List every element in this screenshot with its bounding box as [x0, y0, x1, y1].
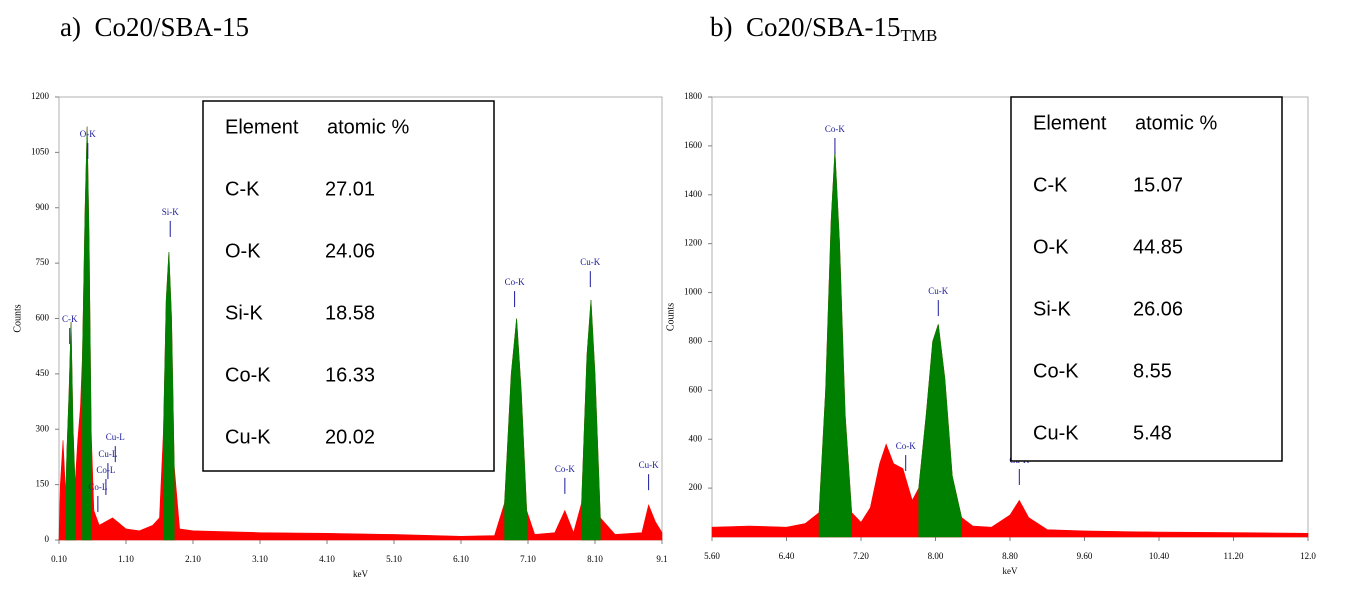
- y-tick-label: 0: [45, 534, 50, 544]
- table-box: [202, 100, 495, 472]
- x-tick-label: 5.10: [386, 554, 402, 564]
- title-subscript: TMB: [901, 26, 938, 45]
- chart-title: b) Co20/SBA-15TMB: [710, 12, 937, 45]
- table-cell: Cu-K: [225, 426, 271, 448]
- y-tick-label: 300: [36, 423, 50, 433]
- peak-label: Co-K: [825, 124, 846, 134]
- table-header: Element: [1033, 112, 1107, 134]
- y-tick-label: 450: [36, 368, 50, 378]
- y-tick-label: 800: [689, 336, 703, 346]
- table-cell: Si-K: [225, 302, 263, 324]
- table-cell: 27.01: [325, 178, 375, 200]
- peak-label: Cu-L: [106, 432, 125, 442]
- chart: b) Co20/SBA-15TMB Counts keV 200 400 600 800 10…: [665, 12, 1316, 576]
- title-main: a) Co20/SBA-15: [60, 12, 249, 42]
- x-tick-label: 8.00: [928, 551, 944, 561]
- y-tick-label: 600: [36, 313, 50, 323]
- y-tick-label: 1050: [31, 146, 50, 156]
- x-tick-label: 12.0: [1300, 551, 1316, 561]
- x-tick-label: 4.10: [319, 554, 335, 564]
- y-tick-label: 150: [36, 479, 50, 489]
- table-cell: 8.55: [1133, 360, 1172, 382]
- y-tick-label: 1200: [684, 238, 703, 248]
- table-cell: O-K: [1033, 236, 1069, 258]
- table-cell: Cu-K: [1033, 422, 1079, 444]
- x-tick-label: 9.60: [1077, 551, 1093, 561]
- table-cell: 16.33: [325, 364, 375, 386]
- y-tick-label: 600: [689, 384, 703, 394]
- table-header: atomic %: [327, 116, 409, 138]
- peak-label: Cu-L: [98, 449, 117, 459]
- spectrum-area: [818, 150, 962, 538]
- table-box: [1010, 96, 1283, 462]
- x-axis-label: keV: [1003, 566, 1018, 576]
- table-cell: 15.07: [1133, 174, 1183, 196]
- x-tick-label: 9.1: [656, 554, 667, 564]
- peak-label: Co-K: [896, 441, 917, 451]
- peak-label: Co-L: [88, 482, 107, 492]
- table-cell: Co-K: [225, 364, 271, 386]
- y-tick-label: 1000: [684, 287, 703, 297]
- chart-title: a) Co20/SBA-15: [60, 12, 249, 42]
- x-axis-label: keV: [353, 569, 368, 579]
- peak-label: Cu-K: [639, 460, 660, 470]
- peak-label: Co-K: [555, 464, 576, 474]
- y-axis-label: Counts: [665, 303, 676, 331]
- y-tick-label: 1600: [684, 140, 703, 150]
- x-tick-label: 1.10: [118, 554, 134, 564]
- x-tick-label: 8.80: [1002, 551, 1018, 561]
- table-cell: Si-K: [1033, 298, 1071, 320]
- y-tick-label: 1200: [31, 91, 50, 101]
- spectrum-area: [65, 126, 601, 541]
- table-cell: C-K: [225, 178, 260, 200]
- table-cell: 26.06: [1133, 298, 1183, 320]
- y-tick-label: 400: [689, 433, 703, 443]
- x-tick-label: 7.20: [853, 551, 869, 561]
- x-tick-label: 0.10: [51, 554, 67, 564]
- title-main: b) Co20/SBA-15: [710, 12, 901, 42]
- peak-label: Cu-K: [580, 257, 601, 267]
- y-tick-label: 900: [36, 202, 50, 212]
- table-cell: 44.85: [1133, 236, 1183, 258]
- table-cell: Co-K: [1033, 360, 1079, 382]
- table-cell: 18.58: [325, 302, 375, 324]
- x-tick-label: 6.40: [779, 551, 795, 561]
- peak-label: Si-K: [162, 207, 180, 217]
- peak-label: O-K: [80, 129, 96, 139]
- x-tick-label: 11.20: [1224, 551, 1244, 561]
- table-cell: C-K: [1033, 174, 1068, 196]
- x-tick-label: 2.10: [185, 554, 201, 564]
- table-cell: 20.02: [325, 426, 375, 448]
- x-tick-label: 7.10: [520, 554, 536, 564]
- y-tick-label: 200: [689, 482, 703, 492]
- chart: a) Co20/SBA-15 Counts keV 0 150 300 450 600 750 9…: [12, 12, 667, 579]
- x-tick-label: 3.10: [252, 554, 268, 564]
- y-axis-label: Counts: [12, 304, 23, 332]
- y-tick-label: 1400: [684, 189, 703, 199]
- table-cell: 5.48: [1133, 422, 1172, 444]
- x-tick-label: 8.10: [587, 554, 603, 564]
- peak-label: C-K: [62, 314, 78, 324]
- peak-label: Co-L: [96, 465, 115, 475]
- y-tick-label: 750: [36, 257, 50, 267]
- table-cell: 24.06: [325, 240, 375, 262]
- table-cell: O-K: [225, 240, 261, 262]
- peak-label: Co-K: [505, 277, 526, 287]
- x-tick-label: 6.10: [453, 554, 469, 564]
- x-tick-label: 10.40: [1149, 551, 1170, 561]
- y-tick-label: 1800: [684, 91, 703, 101]
- table-header: atomic %: [1135, 112, 1217, 134]
- table-header: Element: [225, 116, 299, 138]
- peak-label: Cu-K: [928, 286, 949, 296]
- x-tick-label: 5.60: [704, 551, 720, 561]
